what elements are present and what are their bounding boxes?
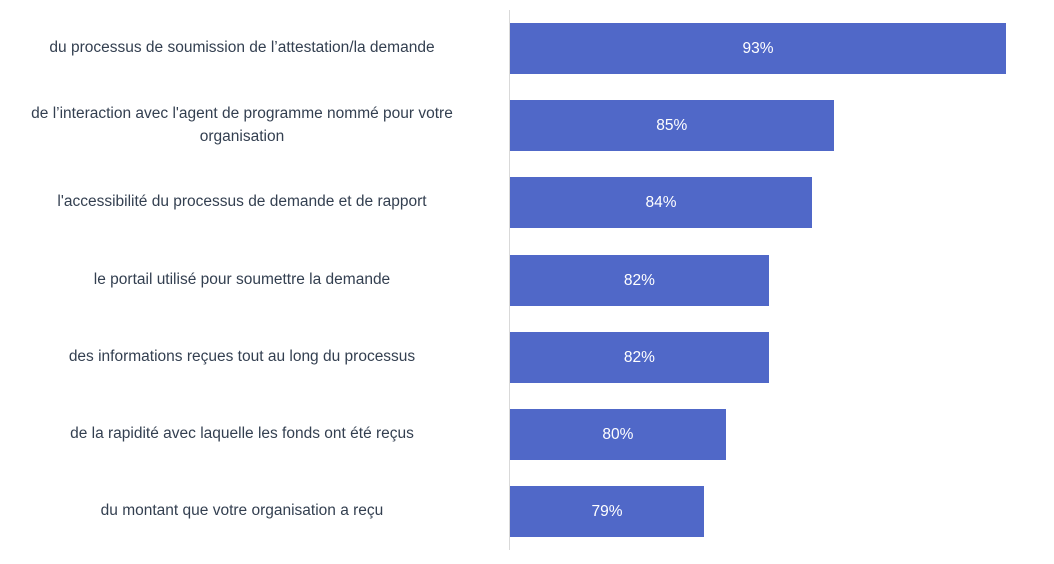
category-label-line: le portail utilisé pour soumettre la dem… bbox=[93, 270, 391, 288]
category-label: des informations reçues tout au long du … bbox=[0, 345, 492, 368]
category-label-line: du processus de soumission de l’attestat… bbox=[49, 39, 435, 56]
data-label: 93% bbox=[742, 40, 774, 57]
category-label: le portail utilisé pour soumettre la dem… bbox=[0, 268, 492, 291]
bar bbox=[510, 486, 705, 538]
category-label-line: l'accessibilité du processus de demande … bbox=[57, 193, 427, 211]
category-label-line: de la rapidité avec laquelle les fonds o… bbox=[70, 425, 414, 442]
category-label: l'accessibilité du processus de demande … bbox=[0, 190, 492, 213]
bar bbox=[510, 23, 1007, 74]
category-label: de la rapidité avec laquelle les fonds o… bbox=[0, 422, 492, 445]
bar bbox=[510, 254, 769, 306]
category-label: de l’interaction avec l'agent de program… bbox=[0, 102, 492, 148]
bar bbox=[510, 100, 834, 152]
category-label-line: du montant que votre organisation a reçu bbox=[100, 502, 384, 520]
data-label: 79% bbox=[591, 503, 623, 521]
category-label: du processus de soumission de l’attestat… bbox=[0, 36, 492, 59]
category-label-line: de l’interaction avec l'agent de program… bbox=[31, 104, 453, 122]
category-label-line: des informations reçues tout au long du … bbox=[68, 347, 416, 365]
data-label: 82% bbox=[623, 348, 655, 366]
category-label-line: organisation bbox=[199, 127, 285, 145]
data-label: 80% bbox=[602, 426, 634, 443]
data-label: 82% bbox=[623, 271, 655, 289]
bar bbox=[510, 409, 726, 460]
category-axis-line bbox=[509, 10, 510, 550]
data-label: 85% bbox=[656, 117, 688, 135]
bar bbox=[510, 177, 812, 229]
data-label: 84% bbox=[645, 194, 677, 212]
category-label: du montant que votre organisation a reçu bbox=[0, 499, 492, 522]
bar bbox=[510, 331, 769, 383]
